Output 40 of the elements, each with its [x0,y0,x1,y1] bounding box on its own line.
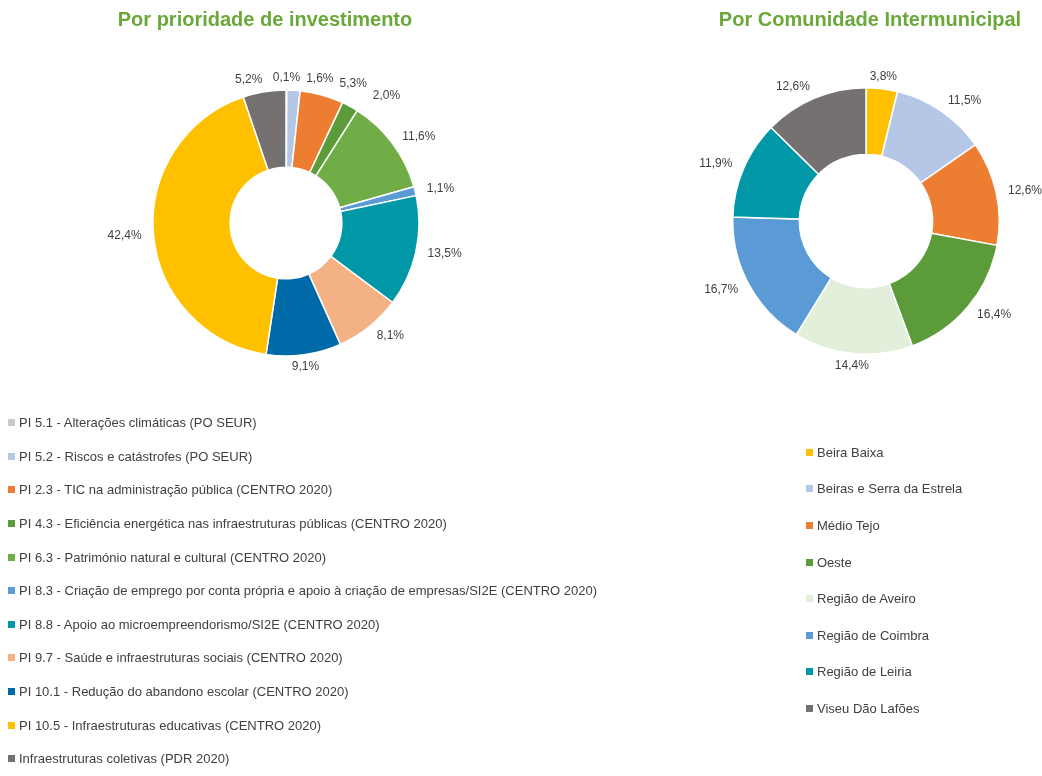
legend-label: PI 8.3 - Criação de emprego por conta própria e apoio à criação de empresas/SI2E (CENTRO 2020) [19,583,598,599]
legend-label: Médio Tejo [817,517,880,533]
legend-label: Beira Baixa [817,444,884,460]
data-label: 1,6% [306,70,334,85]
legend-label: PI 8.8 - Apoio ao microempreendorismo/SI2E (CENTRO 2020) [19,616,380,632]
legend-label: Região de Leiria [817,664,912,680]
data-label: 11,6% [402,128,436,143]
data-label: 11,9% [699,156,733,171]
legend-label: Região de Coimbra [817,627,930,643]
data-label: 0,1% [272,70,301,85]
data-label: 16,4% [977,306,1012,321]
legend-label: Oeste [817,554,852,570]
legend-label: Viseu Dão Lafões [817,700,920,716]
legend-label: PI 6.3 - Património natural e cultural (CENTRO 2020) [19,549,327,565]
legend-label: PI 10.5 - Infraestruturas educativas (CENTRO 2020) [19,717,322,733]
data-label: 5,3% [339,75,368,90]
legend-label: PI 9.7 - Saúde e infraestruturas sociais (CENTRO 2020) [19,650,343,666]
data-label: 11,5% [948,93,982,108]
legend-label: Região de Aveiro [817,591,916,607]
data-label: 1,1% [426,180,455,195]
data-label: 3,8% [869,69,898,84]
legend-label: PI 2.3 - TIC na administração pública (CENTRO 2020) [19,482,333,498]
data-label: 12,6% [1007,182,1042,197]
data-label: 2,0% [372,88,401,103]
data-label: 13,5% [427,246,462,261]
legend-label: PI 5.2 - Riscos e catástrofes (PO SEUR) [19,448,253,464]
chart-title: Por prioridade de investimento [116,8,414,31]
data-label: 42,4% [107,228,142,243]
data-label: 12,6% [775,79,811,94]
legend-label: PI 4.3 - Eficiência energética nas infraestruturas públicas (CENTRO 2020) [19,516,447,532]
legend-label: Infraestruturas coletivas (PDR 2020) [19,751,230,767]
data-label: 8,1% [376,328,405,343]
data-label: 16,7% [704,282,739,297]
legend-label: Beiras e Serra da Estrela [817,481,963,497]
data-label: 5,2% [235,72,263,87]
data-label: 14,4% [834,357,870,372]
data-label: 9,1% [291,358,320,373]
chart-title: Por Comunidade Intermunicipal [717,8,1023,31]
legend-label: PI 5.1 - Alterações climáticas (PO SEUR) [19,415,257,431]
legend-label: PI 10.1 - Redução do abandono escolar (CENTRO 2020) [19,684,349,700]
